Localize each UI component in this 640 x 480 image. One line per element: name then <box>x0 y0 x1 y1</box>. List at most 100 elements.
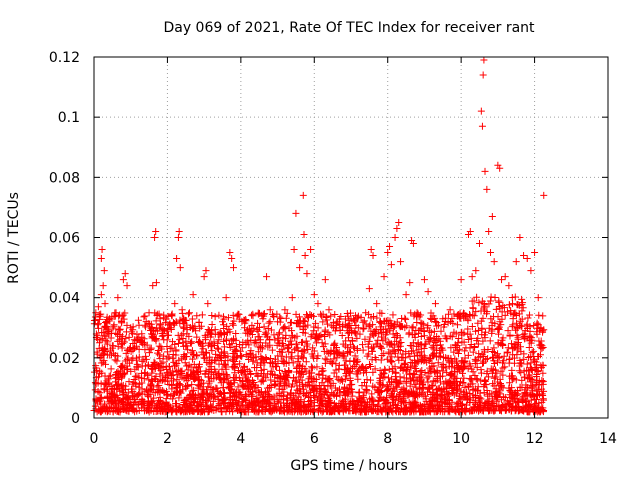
data-point <box>403 365 411 373</box>
data-point <box>416 352 424 360</box>
data-point <box>229 373 237 381</box>
data-point <box>484 404 492 412</box>
data-point <box>391 363 399 371</box>
data-point <box>348 336 356 344</box>
data-point <box>400 387 408 395</box>
data-point <box>482 355 490 363</box>
data-point <box>469 386 477 394</box>
data-point <box>155 310 163 318</box>
data-point <box>263 273 271 281</box>
data-point <box>204 408 212 416</box>
data-point <box>163 327 171 335</box>
data-point <box>285 341 293 349</box>
data-point <box>500 352 508 360</box>
data-point <box>355 366 363 374</box>
data-point <box>283 408 291 416</box>
data-point <box>298 376 306 384</box>
data-point <box>327 312 335 320</box>
data-point <box>225 402 233 410</box>
y-tick-label: 0.02 <box>49 351 80 367</box>
data-point <box>299 191 307 199</box>
data-point <box>376 367 384 375</box>
data-point <box>164 331 172 339</box>
data-point <box>265 383 273 391</box>
data-point <box>281 323 289 331</box>
data-point <box>482 380 490 388</box>
data-point <box>267 359 275 367</box>
data-point <box>392 408 400 416</box>
data-point <box>402 367 410 375</box>
data-point <box>324 391 332 399</box>
data-point <box>223 373 231 381</box>
y-tick-label: 0.06 <box>49 231 80 247</box>
data-point <box>516 234 524 241</box>
data-point <box>218 408 226 416</box>
data-point <box>351 404 359 412</box>
data-point <box>165 353 173 361</box>
data-point <box>282 353 290 361</box>
data-point <box>335 365 343 373</box>
data-point <box>409 403 417 411</box>
data-point <box>302 358 310 366</box>
data-point <box>234 399 242 407</box>
data-point <box>240 382 248 390</box>
data-point <box>389 330 397 338</box>
data-point <box>152 279 160 287</box>
data-point <box>428 396 436 404</box>
data-point <box>247 328 255 336</box>
y-tick-label: 0.08 <box>49 170 80 186</box>
data-point <box>125 378 133 386</box>
data-point <box>183 371 191 379</box>
data-point <box>455 334 463 342</box>
data-point <box>186 339 194 347</box>
data-point <box>208 312 216 320</box>
data-point <box>189 407 197 415</box>
data-point <box>466 362 474 370</box>
data-point <box>164 401 172 409</box>
data-point <box>374 401 382 409</box>
data-point <box>282 331 290 339</box>
data-point <box>462 406 470 414</box>
data-point <box>129 406 137 414</box>
data-point <box>382 399 390 407</box>
data-point <box>115 336 123 344</box>
data-point <box>299 370 307 378</box>
data-point <box>162 387 170 395</box>
data-point <box>101 380 109 388</box>
data-point <box>312 330 320 338</box>
data-point <box>97 336 105 344</box>
data-point <box>99 335 107 343</box>
data-point <box>323 356 331 364</box>
data-point <box>125 333 133 341</box>
data-point <box>314 300 322 308</box>
data-point <box>193 333 201 341</box>
data-point <box>240 368 248 376</box>
data-point <box>114 325 122 333</box>
data-point <box>346 357 354 365</box>
data-point <box>530 357 538 365</box>
data-point <box>229 350 237 358</box>
data-point <box>109 393 117 401</box>
data-point <box>226 393 234 401</box>
data-point <box>168 312 176 320</box>
data-point <box>156 393 164 401</box>
data-point <box>397 388 405 396</box>
data-point <box>320 347 328 355</box>
data-point <box>220 390 228 397</box>
data-point <box>467 407 475 415</box>
x-tick-label: 4 <box>236 431 245 447</box>
data-point <box>100 267 108 275</box>
data-point <box>308 364 316 372</box>
data-point <box>481 377 489 385</box>
data-point <box>94 303 102 311</box>
data-point <box>450 348 458 356</box>
data-point <box>122 334 130 342</box>
data-point <box>141 369 149 377</box>
data-point <box>505 282 513 290</box>
data-point <box>469 311 477 319</box>
data-point <box>228 385 236 393</box>
data-point <box>267 376 275 384</box>
data-point <box>312 319 320 327</box>
data-point <box>220 396 228 404</box>
data-point <box>505 355 513 363</box>
